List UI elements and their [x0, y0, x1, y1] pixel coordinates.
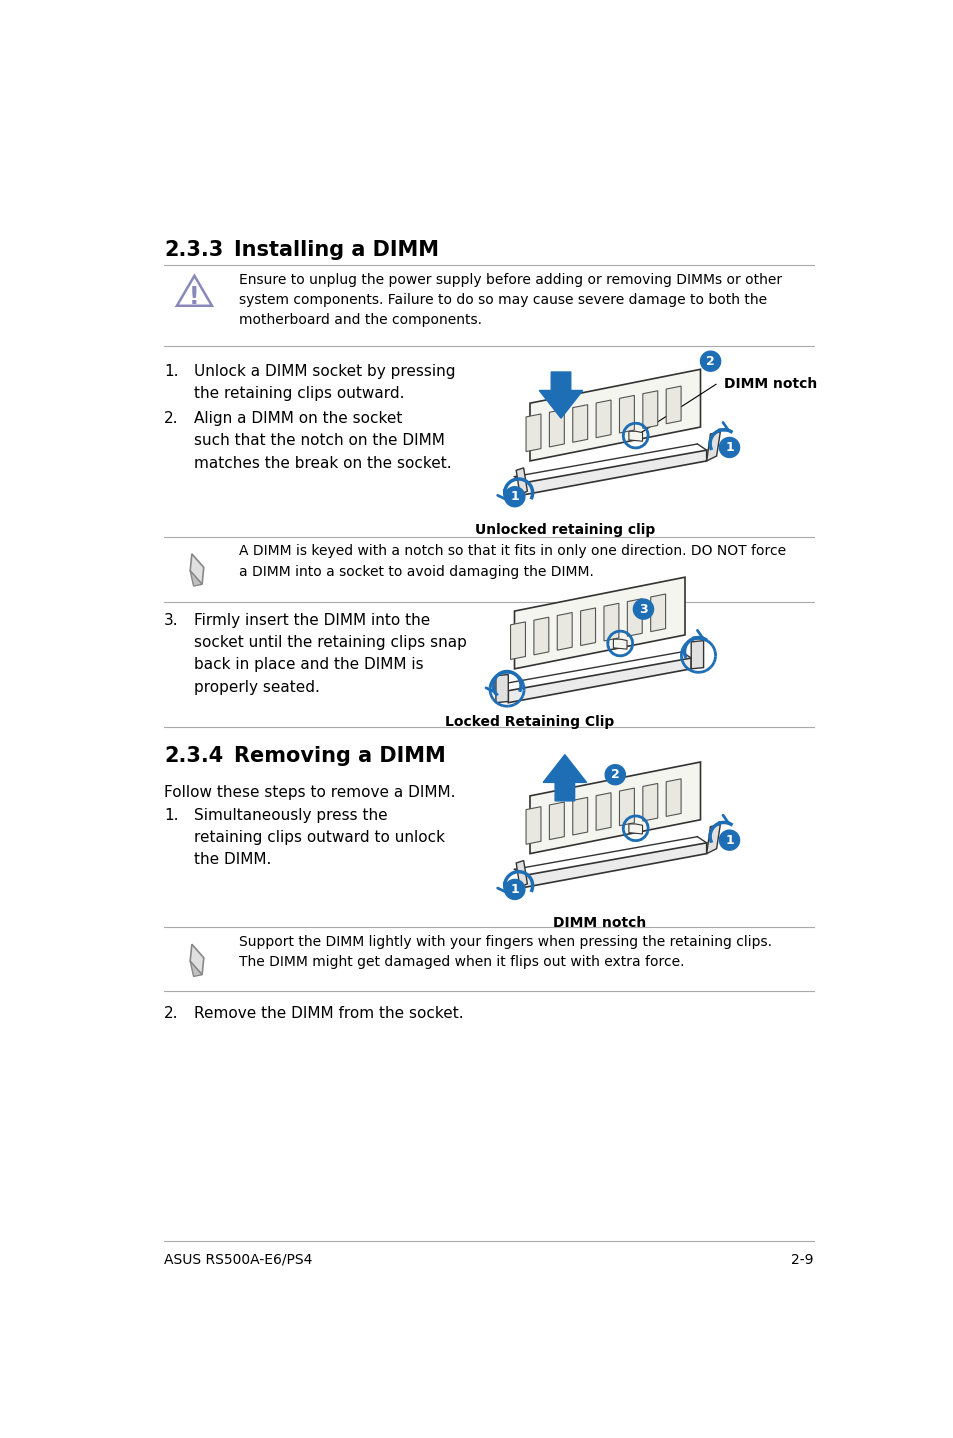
Text: Installing a DIMM: Installing a DIMM — [233, 240, 438, 260]
Circle shape — [719, 830, 739, 850]
Text: Firmly insert the DIMM into the
socket until the retaining clips snap
back in pl: Firmly insert the DIMM into the socket u… — [193, 613, 466, 695]
Polygon shape — [190, 571, 202, 587]
Polygon shape — [691, 641, 703, 669]
Text: Ensure to unplug the power supply before adding or removing DIMMs or other
syste: Ensure to unplug the power supply before… — [239, 273, 781, 326]
Polygon shape — [572, 797, 587, 835]
Text: 3: 3 — [639, 603, 647, 615]
Polygon shape — [557, 613, 572, 650]
Polygon shape — [628, 824, 642, 834]
Text: 2.: 2. — [164, 411, 178, 426]
Text: DIMM notch: DIMM notch — [553, 916, 646, 929]
Polygon shape — [510, 621, 525, 660]
Text: 1: 1 — [510, 883, 518, 896]
Text: 1: 1 — [724, 834, 733, 847]
Polygon shape — [665, 387, 680, 424]
Polygon shape — [176, 276, 212, 306]
Polygon shape — [613, 638, 626, 649]
Polygon shape — [496, 674, 508, 703]
Polygon shape — [508, 659, 691, 703]
Polygon shape — [627, 598, 641, 636]
Polygon shape — [525, 414, 540, 452]
Text: DIMM notch: DIMM notch — [723, 377, 816, 391]
Polygon shape — [538, 372, 582, 418]
Text: A DIMM is keyed with a notch so that it fits in only one direction. DO NOT force: A DIMM is keyed with a notch so that it … — [239, 545, 785, 578]
Polygon shape — [516, 860, 527, 887]
Polygon shape — [572, 404, 587, 443]
Text: Unlocked retaining clip: Unlocked retaining clip — [475, 523, 655, 536]
Polygon shape — [650, 594, 665, 631]
Text: 2.3.3: 2.3.3 — [164, 240, 223, 260]
Text: Unlock a DIMM socket by pressing
the retaining clips outward.: Unlock a DIMM socket by pressing the ret… — [193, 364, 455, 401]
Polygon shape — [596, 400, 610, 437]
Text: Remove the DIMM from the socket.: Remove the DIMM from the socket. — [193, 1005, 463, 1021]
Text: 2-9: 2-9 — [790, 1252, 813, 1267]
Circle shape — [504, 486, 524, 506]
Polygon shape — [549, 802, 564, 840]
Polygon shape — [530, 370, 700, 462]
Polygon shape — [665, 779, 680, 817]
Polygon shape — [525, 807, 540, 844]
Text: 2: 2 — [610, 768, 619, 781]
Polygon shape — [596, 792, 610, 830]
Text: Align a DIMM on the socket
such that the notch on the DIMM
matches the break on : Align a DIMM on the socket such that the… — [193, 411, 451, 470]
Circle shape — [719, 437, 739, 457]
Text: 2.: 2. — [164, 1005, 178, 1021]
Text: ASUS RS500A-E6/PS4: ASUS RS500A-E6/PS4 — [164, 1252, 313, 1267]
Text: !: ! — [189, 285, 199, 309]
Circle shape — [504, 880, 524, 899]
Polygon shape — [516, 467, 527, 495]
Text: 2: 2 — [705, 355, 714, 368]
Circle shape — [604, 765, 624, 785]
Polygon shape — [706, 824, 720, 854]
Text: 1.: 1. — [164, 808, 178, 823]
Polygon shape — [534, 617, 548, 654]
Polygon shape — [514, 577, 684, 669]
Text: Follow these steps to remove a DIMM.: Follow these steps to remove a DIMM. — [164, 785, 456, 800]
Circle shape — [633, 600, 653, 620]
Text: 2.3.4: 2.3.4 — [164, 746, 223, 766]
Polygon shape — [628, 431, 642, 441]
Text: 3.: 3. — [164, 613, 178, 628]
Polygon shape — [523, 843, 706, 887]
Polygon shape — [642, 784, 657, 821]
Polygon shape — [523, 450, 706, 495]
Text: Removing a DIMM: Removing a DIMM — [233, 746, 445, 766]
Polygon shape — [642, 391, 657, 429]
Text: 1: 1 — [510, 490, 518, 503]
Text: 1: 1 — [724, 441, 733, 454]
Polygon shape — [542, 755, 586, 801]
Polygon shape — [549, 410, 564, 447]
Polygon shape — [706, 431, 720, 462]
Polygon shape — [618, 788, 634, 825]
Polygon shape — [580, 608, 595, 646]
Text: Support the DIMM lightly with your fingers when pressing the retaining clips.
Th: Support the DIMM lightly with your finge… — [239, 935, 772, 969]
Text: Simultaneously press the
retaining clips outward to unlock
the DIMM.: Simultaneously press the retaining clips… — [193, 808, 444, 867]
Polygon shape — [603, 604, 618, 641]
Polygon shape — [190, 945, 204, 975]
Text: Locked Retaining Clip: Locked Retaining Clip — [445, 716, 614, 729]
Polygon shape — [618, 395, 634, 433]
Text: 1.: 1. — [164, 364, 178, 378]
Polygon shape — [190, 961, 202, 976]
Polygon shape — [190, 554, 204, 584]
Circle shape — [700, 351, 720, 371]
Polygon shape — [530, 762, 700, 854]
